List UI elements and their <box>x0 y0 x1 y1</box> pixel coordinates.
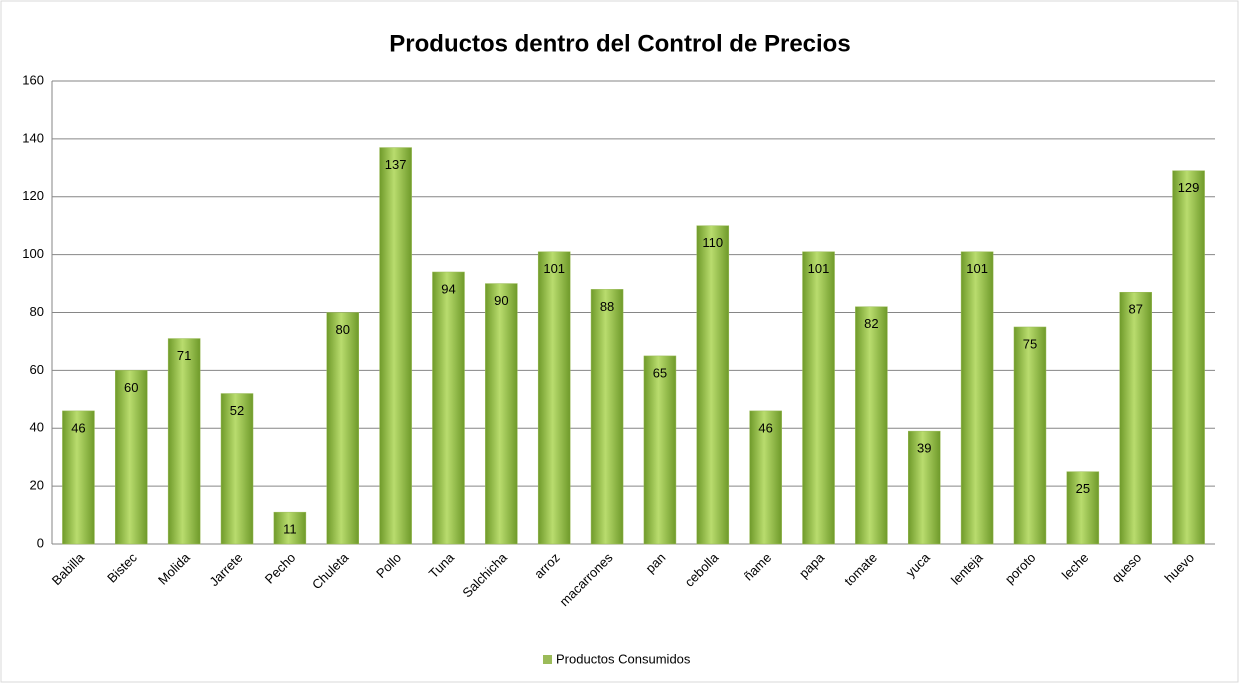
data-label: 65 <box>653 365 667 380</box>
data-label: 11 <box>283 522 297 537</box>
bar <box>696 225 730 545</box>
data-label: 88 <box>600 299 614 314</box>
legend: Productos Consumidos <box>543 651 691 666</box>
y-tick-label: 80 <box>30 304 44 319</box>
bar <box>326 312 359 545</box>
bar <box>855 306 888 545</box>
bar <box>537 251 571 545</box>
data-label: 94 <box>441 281 455 296</box>
bar <box>1172 170 1205 545</box>
y-tick-label: 140 <box>22 130 44 145</box>
data-label: 46 <box>758 420 772 435</box>
y-tick-label: 100 <box>22 246 44 261</box>
legend-swatch <box>543 655 552 664</box>
data-label: 90 <box>494 293 508 308</box>
data-label: 71 <box>177 348 191 363</box>
y-tick-label: 0 <box>37 535 44 550</box>
y-tick-label: 160 <box>22 72 44 87</box>
bar <box>590 289 624 545</box>
y-tick-label: 40 <box>30 420 44 435</box>
data-label: 101 <box>808 261 830 276</box>
data-label: 137 <box>385 157 407 172</box>
bar <box>167 338 201 545</box>
bar <box>960 251 994 545</box>
bar <box>432 271 465 545</box>
y-tick-label: 60 <box>30 362 44 377</box>
data-label: 52 <box>230 403 244 418</box>
bar <box>115 370 148 545</box>
y-tick-label: 120 <box>22 188 44 203</box>
bar <box>1066 471 1100 545</box>
bar <box>908 430 941 545</box>
data-label: 129 <box>1178 180 1200 195</box>
bar <box>273 511 307 545</box>
data-label: 87 <box>1128 302 1142 317</box>
y-tick-label: 20 <box>30 478 44 493</box>
chart-title: Productos dentro del Control de Precios <box>389 30 850 57</box>
data-label: 101 <box>966 261 988 276</box>
bar <box>1013 326 1047 545</box>
bar <box>1119 291 1152 545</box>
data-label: 75 <box>1023 336 1037 351</box>
bar <box>485 283 518 545</box>
data-label: 101 <box>543 261 565 276</box>
data-label: 80 <box>336 322 350 337</box>
bar <box>62 410 95 545</box>
bar <box>802 251 835 545</box>
data-label: 25 <box>1076 481 1090 496</box>
data-label: 46 <box>71 420 85 435</box>
data-label: 39 <box>917 441 931 456</box>
data-label: 110 <box>702 235 723 250</box>
bar <box>220 393 254 545</box>
data-label: 60 <box>124 380 138 395</box>
bar <box>643 355 677 545</box>
bar <box>379 147 412 545</box>
bar <box>749 410 782 545</box>
legend-label: Productos Consumidos <box>556 651 691 666</box>
data-label: 82 <box>864 316 878 331</box>
